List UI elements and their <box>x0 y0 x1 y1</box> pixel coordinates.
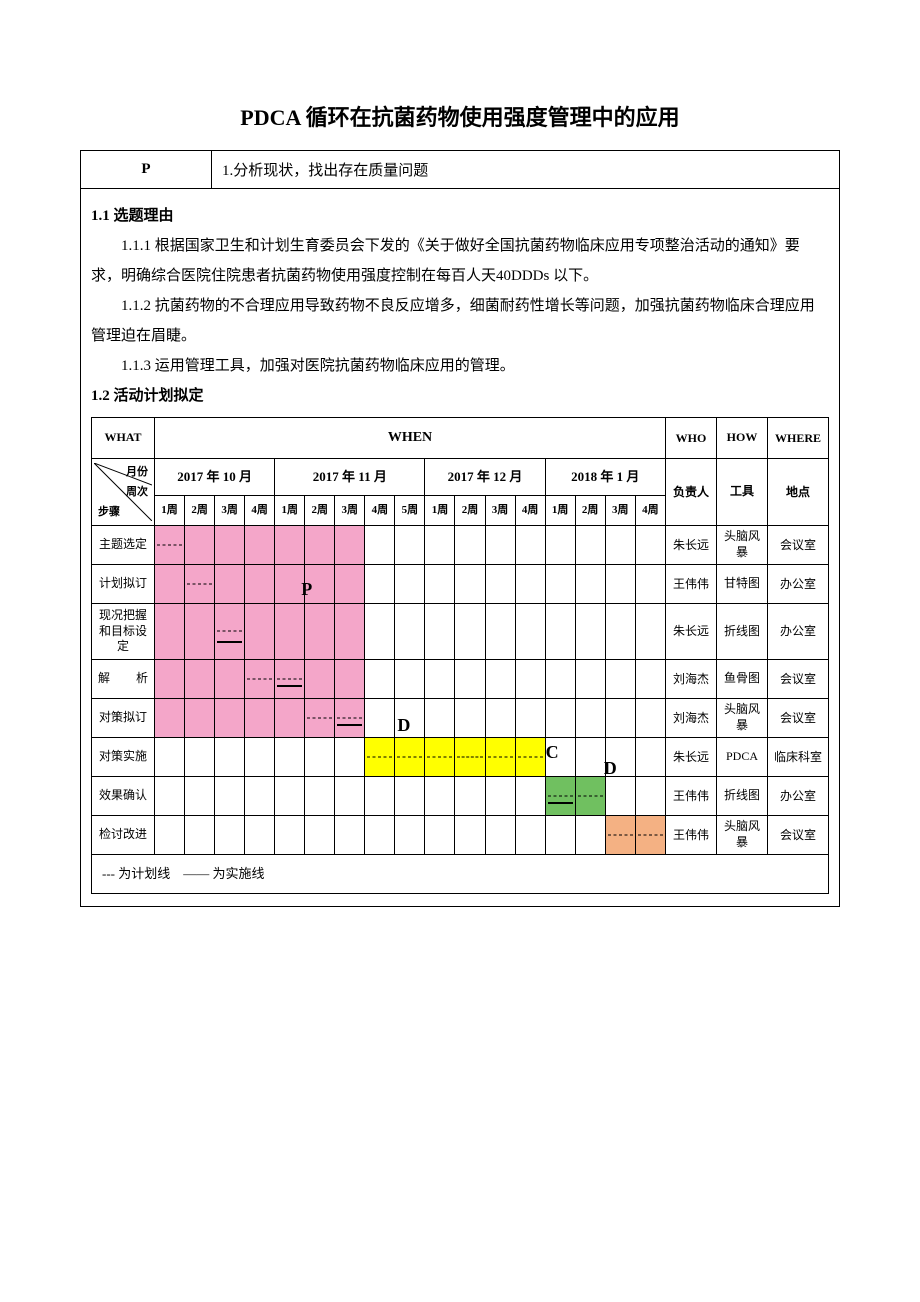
wk: 2周 <box>575 495 605 525</box>
para-1-1-2: 1.1.2 抗菌药物的不合理应用导致药物不良反应增多，细菌耐药性增长等问题，加强… <box>91 291 829 351</box>
diag-header: 月份 周次 步骤 <box>92 459 155 526</box>
step-label: 主题选定 <box>92 526 155 565</box>
wk: 1周 <box>545 495 575 525</box>
hdr-how: HOW <box>717 418 768 459</box>
month-oct: 2017 年 10 月 <box>155 459 275 496</box>
where: 会议室 <box>768 526 829 565</box>
where: 办公室 <box>768 565 829 604</box>
who: 王伟伟 <box>666 776 717 815</box>
who: 王伟伟 <box>666 815 717 854</box>
who: 朱长远 <box>666 526 717 565</box>
wk: 3周 <box>605 495 635 525</box>
phase-d: D <box>397 707 410 743</box>
wk: 4周 <box>635 495 665 525</box>
gantt-chart: WHAT WHEN WHO HOW WHERE 月份 周次 <box>91 417 829 894</box>
heading-1-1: 1.1 选题理由 <box>91 201 829 231</box>
where: 会议室 <box>768 659 829 698</box>
hdr-what: WHAT <box>92 418 155 459</box>
month-jan: 2018 年 1 月 <box>545 459 665 496</box>
page: PDCA 循环在抗菌药物使用强度管理中的应用 P 1.分析现状，找出存在质量问题… <box>0 0 920 967</box>
how: PDCA <box>717 737 768 776</box>
step-label: 效果确认 <box>92 776 155 815</box>
how: 折线图 <box>717 776 768 815</box>
how: 折线图 <box>717 604 768 660</box>
month-nov: 2017 年 11 月 <box>275 459 425 496</box>
where: 会议室 <box>768 698 829 737</box>
wk: 1周 <box>425 495 455 525</box>
step-label: 现况把握和目标设定 <box>92 604 155 660</box>
who: 朱长远 <box>666 604 717 660</box>
sub-where: 地点 <box>768 459 829 526</box>
phase-c: C <box>546 734 559 770</box>
wk: 4周 <box>245 495 275 525</box>
sub-how: 工具 <box>717 459 768 526</box>
where: 会议室 <box>768 815 829 854</box>
wk: 2周 <box>185 495 215 525</box>
wk: 3周 <box>485 495 515 525</box>
how: 头脑风暴 <box>717 526 768 565</box>
hdr-where: WHERE <box>768 418 829 459</box>
document-body: 1.1 选题理由 1.1.1 根据国家卫生和计划生育委员会下发的《关于做好全国抗… <box>81 189 840 907</box>
sub-who: 负责人 <box>666 459 717 526</box>
who: 刘海杰 <box>666 698 717 737</box>
para-1-1-1: 1.1.1 根据国家卫生和计划生育委员会下发的《关于做好全国抗菌药物临床应用专项… <box>91 231 829 291</box>
diag-week: 周次 <box>126 485 148 499</box>
gantt-row: 对策拟订 D 刘海杰 头脑风暴 会议室 <box>92 698 829 737</box>
wk: 1周 <box>275 495 305 525</box>
wk: 2周 <box>455 495 485 525</box>
section-p-letter: P <box>81 151 212 189</box>
wk: 3周 <box>215 495 245 525</box>
legend-row: --- 为计划线 —— 为实施线 <box>92 854 829 893</box>
where: 办公室 <box>768 604 829 660</box>
gantt-row: 对策实施 C D 朱长远 PDCA 临床科室 <box>92 737 829 776</box>
diag-month: 月份 <box>126 465 148 479</box>
gantt-row: 计划拟订 P 王伟伟 甘特图 办公室 <box>92 565 829 604</box>
para-1-1-3: 1.1.3 运用管理工具，加强对医院抗菌药物临床应用的管理。 <box>91 351 829 381</box>
step-label: 对策拟订 <box>92 698 155 737</box>
wk: 1周 <box>155 495 185 525</box>
where: 临床科室 <box>768 737 829 776</box>
wk: 2周 <box>305 495 335 525</box>
heading-1-2: 1.2 活动计划拟定 <box>91 381 829 411</box>
how: 甘特图 <box>717 565 768 604</box>
page-title: PDCA 循环在抗菌药物使用强度管理中的应用 <box>80 100 840 132</box>
section-p-heading: 1.分析现状，找出存在质量问题 <box>212 151 840 189</box>
who: 王伟伟 <box>666 565 717 604</box>
hdr-when: WHEN <box>155 418 666 459</box>
step-label: 检讨改进 <box>92 815 155 854</box>
how: 头脑风暴 <box>717 815 768 854</box>
phase-p: P <box>301 571 312 607</box>
gantt-row: 解析 刘海杰 鱼骨图 会议室 <box>92 659 829 698</box>
outer-table: P 1.分析现状，找出存在质量问题 1.1 选题理由 1.1.1 根据国家卫生和… <box>80 150 840 907</box>
phase-d2: D <box>604 750 617 786</box>
gantt-row: 现况把握和目标设定 朱长远 折线图 办公室 <box>92 604 829 660</box>
step-label: 对策实施 <box>92 737 155 776</box>
how: 鱼骨图 <box>717 659 768 698</box>
diag-step: 步骤 <box>98 505 120 519</box>
legend-text: --- 为计划线 —— 为实施线 <box>92 854 829 893</box>
gantt-row: 主题选定 朱长远 头脑风暴 会议室 <box>92 526 829 565</box>
how: 头脑风暴 <box>717 698 768 737</box>
hdr-who: WHO <box>666 418 717 459</box>
month-dec: 2017 年 12 月 <box>425 459 545 496</box>
gantt-row: 检讨改进 王伟伟 头脑风暴 会议室 <box>92 815 829 854</box>
where: 办公室 <box>768 776 829 815</box>
step-label: 解析 <box>92 659 155 698</box>
gantt-row: 效果确认 王伟伟 折线图 办公室 <box>92 776 829 815</box>
wk: 5周 <box>395 495 425 525</box>
wk: 4周 <box>365 495 395 525</box>
who: 刘海杰 <box>666 659 717 698</box>
wk: 4周 <box>515 495 545 525</box>
who: 朱长远 <box>666 737 717 776</box>
wk: 3周 <box>335 495 365 525</box>
step-label: 计划拟订 <box>92 565 155 604</box>
